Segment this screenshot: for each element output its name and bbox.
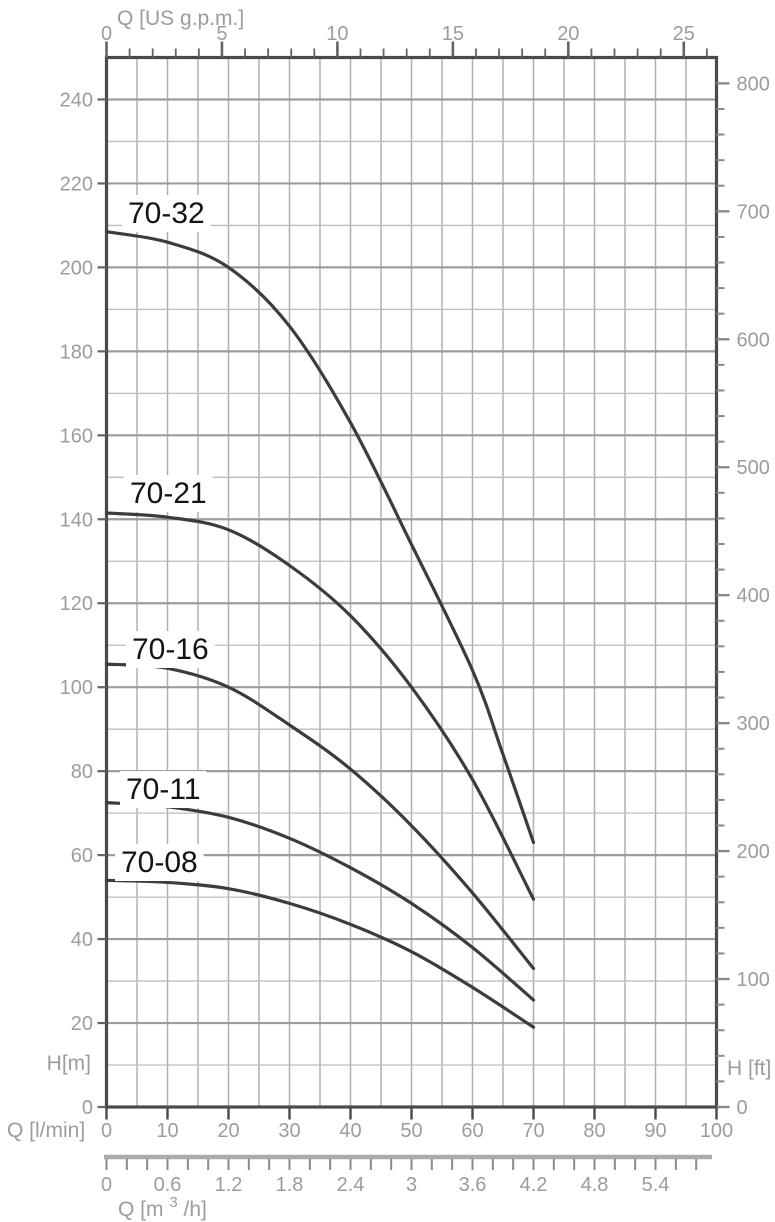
secondary-tick-label: 1.2 (215, 1174, 243, 1196)
curve-label-group-70-08: 70-08 (115, 844, 204, 881)
curve-label-bg (122, 195, 211, 232)
secondary-axis-title-pre: Q [m (118, 1198, 164, 1221)
right-tick-label: 300 (737, 713, 770, 735)
right-axis-title: H [ft] (727, 1057, 771, 1080)
left-tick-label: 0 (82, 1097, 93, 1119)
left-tick-label: 100 (60, 677, 93, 699)
secondary-tick-label: 0 (101, 1174, 112, 1196)
left-tick-label: 20 (71, 1013, 93, 1035)
left-tick-label: 200 (60, 257, 93, 279)
top-tick-label: 25 (673, 23, 695, 45)
secondary-tick-label: 0.6 (154, 1174, 182, 1196)
curve-label-bg (115, 844, 204, 881)
curve-label-group-70-16: 70-16 (126, 631, 215, 668)
secondary-axis-title-sup: 3 (169, 1194, 177, 1211)
secondary-tick-label: 2.4 (337, 1174, 365, 1196)
right-tick-label: 0 (737, 1097, 748, 1119)
curve-70-32 (104, 230, 536, 845)
left-tick-label: 240 (60, 89, 93, 111)
secondary-tick-label: 3.6 (459, 1174, 487, 1196)
curve-label-bg (124, 475, 213, 512)
left-tick-label: 80 (71, 761, 93, 783)
bottom-tick-label: 100 (700, 1120, 733, 1142)
left-axis-title: H[m] (47, 1052, 91, 1075)
right-tick-label: 400 (737, 585, 770, 607)
bottom-tick-label: 50 (400, 1120, 422, 1142)
right-tick-label: 500 (737, 457, 770, 479)
top-tick-label: 5 (216, 23, 227, 45)
curve-70-16 (104, 662, 536, 971)
secondary-tick-label: 1.8 (276, 1174, 304, 1196)
secondary-tick-label: 4.8 (581, 1174, 609, 1196)
bottom-tick-label: 70 (522, 1120, 544, 1142)
curve-70-08 (104, 878, 536, 1029)
axis-ticks-layer: 0 5 10 15 20 25020406080100120140160180200220… (60, 23, 770, 1196)
bottom-axis-title: Q [l/min] (7, 1119, 85, 1142)
curve-label-group-70-11: 70-11 (120, 771, 207, 808)
secondary-axis-title-post: /h] (184, 1198, 207, 1221)
curve-label-bg (126, 631, 215, 668)
curve-label-group-70-21: 70-21 (124, 475, 213, 512)
bottom-tick-label: 30 (278, 1120, 300, 1142)
left-tick-label: 120 (60, 593, 93, 615)
curve-70-21 (104, 511, 536, 901)
secondary-axis-title: Q [m 3 /h] (118, 1189, 207, 1221)
right-tick-label: 700 (737, 201, 770, 223)
bottom-tick-label: 20 (217, 1120, 239, 1142)
bottom-tick-label: 90 (644, 1120, 666, 1142)
bottom-tick-label: 0 (101, 1120, 112, 1142)
secondary-tick-label: 3 (406, 1174, 417, 1196)
left-tick-label: 140 (60, 509, 93, 531)
curve-label-70-21: 70-21 (130, 477, 207, 510)
curve-label-group-70-32: 70-32 (122, 195, 211, 232)
curve-label-bg (120, 771, 207, 808)
right-tick-label: 100 (737, 969, 770, 991)
curves-layer (104, 230, 536, 1029)
curve-label-70-32: 70-32 (128, 197, 205, 230)
top-axis-title: Q [US g.p.m.] (117, 7, 244, 30)
top-tick-label: 10 (326, 23, 348, 45)
curve-label-70-08: 70-08 (121, 846, 198, 879)
left-tick-label: 40 (71, 929, 93, 951)
bottom-tick-label: 40 (339, 1120, 361, 1142)
curve-70-11 (104, 801, 536, 1002)
curve-label-70-11: 70-11 (126, 773, 201, 806)
top-tick-label: 0 (101, 23, 112, 45)
right-tick-label: 800 (737, 73, 770, 95)
bottom-tick-label: 60 (461, 1120, 483, 1142)
top-tick-label: 15 (442, 23, 464, 45)
secondary-tick-label: 5.4 (642, 1174, 670, 1196)
bottom-tick-label: 10 (156, 1120, 178, 1142)
right-tick-label: 200 (737, 841, 770, 863)
left-tick-label: 60 (71, 845, 93, 867)
right-tick-label: 600 (737, 329, 770, 351)
left-tick-label: 220 (60, 173, 93, 195)
secondary-tick-label: 4.2 (520, 1174, 548, 1196)
left-tick-label: 160 (60, 425, 93, 447)
grid-layer (106, 57, 717, 1107)
bottom-tick-label: 80 (583, 1120, 605, 1142)
curve-labels-layer: 70-32 70-21 70-16 70-11 70-08 (115, 195, 215, 881)
top-tick-label: 20 (557, 23, 579, 45)
curve-label-70-16: 70-16 (132, 633, 209, 666)
left-tick-label: 180 (60, 341, 93, 363)
